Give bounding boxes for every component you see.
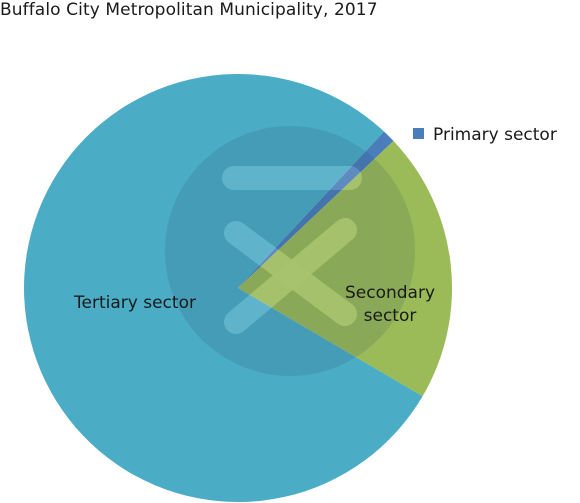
slice-label-secondary-sector: Secondary sector (345, 283, 435, 326)
legend-label-primary-sector: Primary sector (433, 125, 557, 145)
pie-slice-secondary-sector (238, 140, 452, 397)
slice-labels: Tertiary sector Secondary sector (73, 283, 435, 326)
legend: Primary sector (413, 125, 557, 145)
rupee-watermark-icon (165, 126, 415, 376)
legend-swatch-primary-sector (413, 128, 424, 139)
pie-slices (23, 73, 452, 503)
pie-slice-tertiary-sector (23, 73, 423, 503)
slice-label-tertiary-sector: Tertiary sector (73, 293, 196, 313)
chart-title: Buffalo City Metropolitan Municipality, … (0, 0, 378, 20)
pie-slice-primary-sector (238, 131, 394, 288)
